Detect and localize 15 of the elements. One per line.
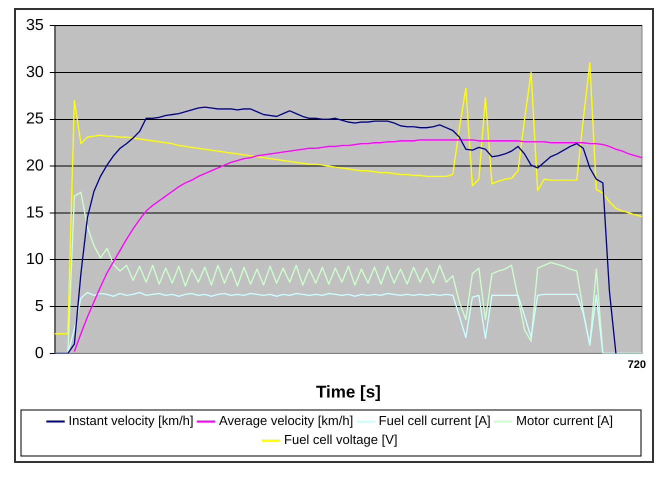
y-tick-label: 5	[34, 298, 44, 315]
y-tick-label: 10	[26, 251, 44, 268]
y-tick-label: 25	[26, 110, 44, 128]
y-tick-label: 15	[26, 204, 44, 222]
legend-label: Instant velocity [km/h]	[68, 413, 194, 428]
y-tick-label: 35	[26, 17, 44, 34]
legend-label: Fuel cell current [A]	[378, 413, 491, 428]
legend-label: Fuel cell voltage [V]	[284, 432, 398, 448]
legend-label: Average velocity [km/h]	[219, 413, 354, 428]
y-tick-label: 30	[26, 64, 44, 81]
legend-label: Motor current [A]	[516, 413, 613, 428]
text: 720	[628, 358, 646, 371]
y-tick-label: 20	[26, 157, 44, 174]
y-tick-label: 0	[34, 344, 44, 362]
x-axis-title: Time [s]	[316, 382, 381, 402]
